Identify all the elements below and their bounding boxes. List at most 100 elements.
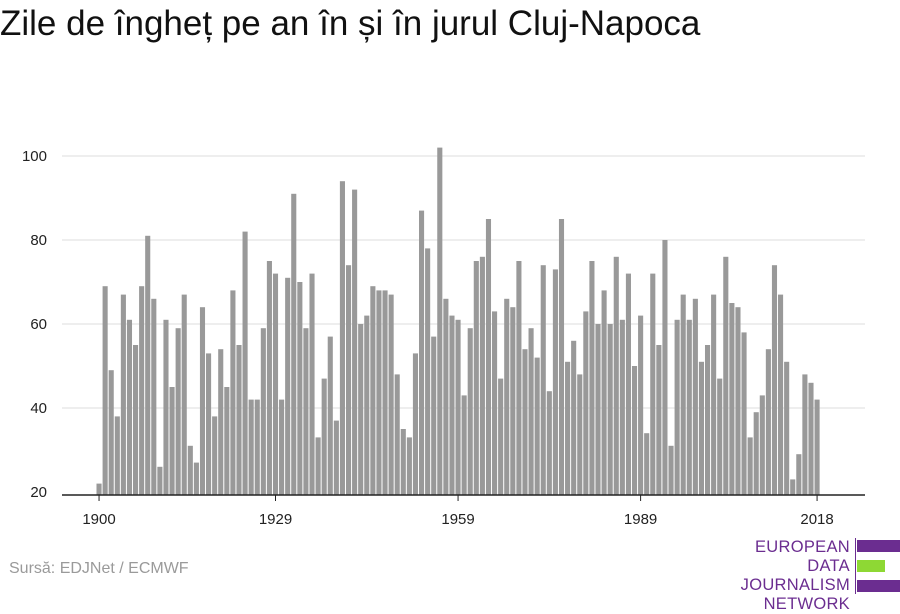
bar — [771, 265, 778, 495]
bar — [686, 319, 692, 495]
bar — [382, 290, 388, 495]
bar — [638, 315, 644, 495]
bar — [534, 357, 540, 495]
y-tick-label: 100 — [22, 148, 47, 165]
bar — [431, 336, 437, 495]
logo-bar-bottom — [857, 580, 900, 592]
bar — [254, 399, 260, 495]
bar — [114, 416, 120, 495]
bar — [589, 261, 595, 495]
bar — [492, 311, 498, 495]
bar — [674, 319, 680, 495]
bar — [692, 298, 698, 495]
bar — [364, 315, 370, 495]
bar — [151, 298, 157, 495]
bar — [753, 412, 759, 495]
logo-text: EUROPEAN DATA JOURNALISM NETWORK — [700, 538, 850, 614]
bar — [583, 311, 589, 495]
x-tick-label: 1900 — [82, 511, 115, 528]
bar — [723, 256, 729, 495]
bar — [717, 378, 723, 495]
bar — [479, 256, 485, 495]
x-tick-label: 1989 — [624, 511, 657, 528]
bar — [260, 328, 266, 495]
bar — [145, 235, 151, 496]
bar — [419, 210, 425, 495]
bar-chart: 20 40 60 80 100 1900 1929 1959 1989 2018 — [22, 147, 865, 528]
bar — [577, 374, 583, 495]
bar — [212, 416, 218, 495]
bar — [546, 391, 552, 495]
bar — [126, 319, 133, 495]
bar — [333, 420, 339, 495]
bar — [163, 319, 169, 495]
y-tick-label: 80 — [30, 232, 47, 249]
bar — [808, 382, 814, 495]
bar — [339, 181, 345, 495]
logo-line-1: EUROPEAN — [754, 538, 850, 556]
bar — [461, 395, 467, 495]
bar — [698, 361, 705, 495]
bar — [388, 294, 394, 495]
bar — [668, 445, 674, 495]
bar — [558, 219, 565, 495]
logo-divider — [855, 538, 856, 594]
bar — [741, 332, 747, 495]
bars — [96, 147, 820, 496]
bar — [601, 290, 607, 495]
edjnet-logo: EUROPEAN DATA JOURNALISM NETWORK — [700, 538, 900, 613]
bar — [680, 294, 686, 495]
bar — [784, 361, 790, 495]
bar — [510, 307, 516, 495]
bar — [704, 345, 711, 495]
bar — [455, 319, 461, 495]
bar — [631, 366, 638, 495]
bar — [279, 399, 285, 495]
bar — [650, 273, 656, 495]
bar — [394, 374, 400, 495]
bar — [644, 433, 650, 495]
bar — [504, 298, 510, 495]
source-note: Sursă: EDJNet / ECMWF — [9, 560, 189, 577]
x-ticks: 1900 1929 1959 1989 2018 — [82, 495, 834, 528]
y-tick-label: 20 — [30, 484, 47, 501]
bar — [619, 319, 625, 495]
bar — [565, 361, 571, 495]
bar — [236, 345, 242, 495]
bar — [449, 315, 455, 495]
bar — [400, 429, 406, 495]
bar — [467, 328, 473, 495]
bar — [315, 437, 321, 495]
logo-bar-middle — [857, 560, 885, 572]
bar — [248, 399, 254, 495]
bar — [778, 294, 784, 495]
x-tick-label: 2018 — [800, 511, 833, 528]
bar — [802, 374, 808, 495]
bar — [309, 273, 315, 495]
bar — [662, 240, 668, 495]
bar — [814, 399, 820, 495]
bar — [759, 395, 765, 495]
bar — [352, 189, 358, 495]
bar — [133, 345, 139, 495]
bar — [498, 378, 504, 495]
bar — [224, 387, 230, 495]
bar — [272, 273, 279, 495]
bar — [376, 290, 382, 495]
y-tick-label: 40 — [30, 400, 47, 417]
bar — [139, 286, 145, 495]
x-tick-label: 1929 — [259, 511, 292, 528]
bar — [169, 387, 175, 495]
bar — [96, 483, 102, 495]
bar — [516, 261, 522, 495]
bar — [303, 328, 309, 495]
logo-line-2: DATA JOURNALISM — [740, 557, 850, 594]
bar — [595, 324, 601, 495]
bar — [735, 307, 741, 495]
bar — [747, 437, 753, 495]
bar — [571, 340, 577, 495]
logo-line-3: NETWORK — [763, 595, 850, 613]
bar — [266, 261, 272, 495]
bar — [370, 286, 376, 495]
bar — [120, 294, 126, 495]
